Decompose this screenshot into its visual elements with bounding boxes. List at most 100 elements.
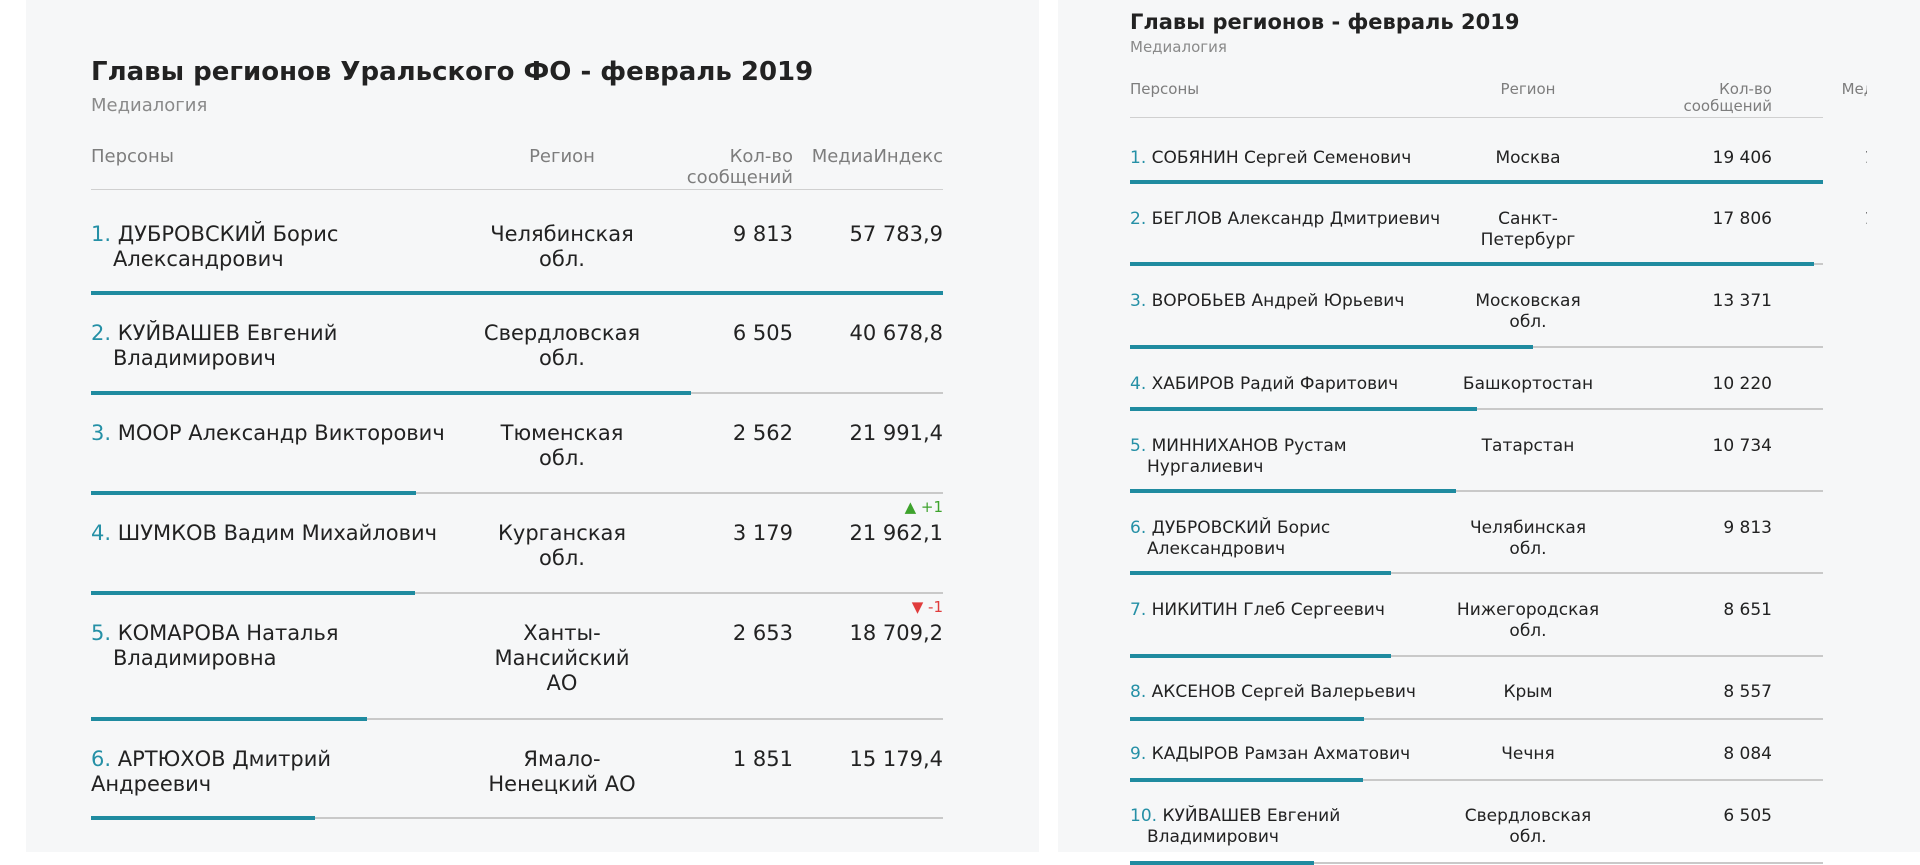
table-panel-urals: Главы регионов Уральского ФО - февраль 2… (26, 0, 1039, 852)
region-name-line2: обл. (1509, 312, 1547, 332)
table-panel-russia: Главы регионов - февраль 2019 Медиалогия… (1058, 0, 1920, 865)
region-name-line2: обл. (1509, 827, 1547, 847)
person-name: 5. КОМАРОВА Наталья Владимировна (91, 621, 451, 671)
person-name: 4. ХАБИРОВ Радий Фаритович (1130, 374, 1470, 395)
message-count: 19 406 (1712, 148, 1772, 168)
rank-number: 1. (1130, 148, 1147, 168)
person-name: 1. СОБЯНИН Сергей Семенович (1130, 148, 1470, 169)
region-name: Москва (1438, 148, 1618, 169)
person-name-line1: ДУБРОВСКИЙ Борис (1151, 518, 1331, 538)
region-name-line1: Москва (1495, 148, 1561, 168)
panel-title: Главы регионов Уральского ФО - февраль 2… (91, 57, 814, 87)
message-count: 10 220 (1712, 374, 1772, 394)
region-name: Ханты- Мансийский АО (462, 621, 662, 696)
header-count-line2: сообщений (686, 167, 793, 188)
person-name: 7. НИКИТИН Глеб Сергеевич (1130, 600, 1470, 621)
person-name: 2. КУЙВАШЕВ Евгений Владимирович (91, 321, 451, 371)
row-divider (91, 817, 943, 819)
media-index-bar (91, 717, 367, 721)
person-name: 8. АКСЕНОВ Сергей Валерьевич (1130, 682, 1470, 703)
media-index-bar (1130, 654, 1391, 658)
region-name-line2: обл. (539, 346, 585, 370)
header-count-line2: сообщений (1683, 97, 1772, 115)
rank-change-badge: ▲ +1 (904, 498, 943, 516)
media-index-bar (91, 491, 416, 495)
person-name-line1: НИКИТИН Глеб Сергеевич (1151, 600, 1385, 620)
person-name-line1: ШУМКОВ Вадим Михайлович (117, 521, 437, 545)
region-name: Башкортостан (1438, 374, 1618, 395)
message-count: 8 557 (1723, 682, 1772, 702)
person-name-line1: ХАБИРОВ Радий Фаритович (1151, 374, 1399, 394)
region-name: Челябинская обл. (462, 222, 662, 272)
person-name-line1: КАДЫРОВ Рамзан Ахматович (1151, 744, 1411, 764)
region-name: Курганская обл. (462, 521, 662, 571)
header-region: Регион (1500, 80, 1556, 98)
rank-number: 2. (91, 321, 112, 345)
region-name-line3: АО (546, 671, 578, 695)
person-name-line1: ВОРОБЬЕВ Андрей Юрьевич (1151, 291, 1405, 311)
media-index-bar (1130, 571, 1391, 575)
region-name-line1: Ямало- (523, 747, 601, 771)
media-index-bar (1130, 489, 1456, 493)
rank-number: 4. (1130, 374, 1147, 394)
media-index-bar (1130, 407, 1477, 411)
media-index-number: 18 709,2 (849, 621, 943, 645)
media-index-bar (91, 291, 943, 295)
message-count: 17 806 (1712, 209, 1772, 229)
rank-change-badge: ▼ -1 (911, 598, 943, 616)
media-index-value: 21 962,1 ▲ +1 (796, 500, 943, 546)
header-divider (91, 189, 943, 190)
person-name: 3. МООР Александр Викторович (91, 421, 451, 446)
region-name-line1: Чечня (1501, 744, 1555, 764)
region-name: Свердловская обл. (462, 321, 662, 371)
row-divider (91, 492, 943, 494)
header-region: Регион (529, 146, 595, 167)
media-index-number: 57 783,9 (849, 222, 943, 246)
person-name-line1: КОМАРОВА Наталья (117, 621, 339, 645)
media-index-bar (1130, 778, 1363, 782)
message-count: 9 813 (732, 222, 793, 246)
person-name: 9. КАДЫРОВ Рамзан Ахматович (1130, 744, 1470, 765)
media-index-number: 15 179,4 (849, 747, 943, 771)
region-name-line1: Нижегородская (1456, 600, 1600, 620)
person-name: 5. МИННИХАНОВ Рустам Нургалиевич (1130, 436, 1470, 478)
person-name: 4. ШУМКОВ Вадим Михайлович (91, 521, 451, 546)
media-index-number: 21 962,1 (849, 521, 943, 545)
header-mediaindex: МедиаИндекс (811, 146, 943, 167)
rank-number: 1. (91, 222, 112, 246)
rank-number: 7. (1130, 600, 1147, 620)
header-persons: Персоны (91, 146, 174, 167)
panel-title: Главы регионов - февраль 2019 (1130, 10, 1520, 34)
person-name-line1: СОБЯНИН Сергей Семенович (1151, 148, 1412, 168)
message-count: 13 371 (1712, 291, 1772, 311)
message-count: 8 084 (1723, 744, 1772, 764)
message-count: 9 813 (1723, 518, 1772, 538)
media-index-number: 40 678,8 (849, 321, 943, 345)
region-name-line2: обл. (1509, 539, 1547, 559)
person-name: 10. КУЙВАШЕВ Евгений Владимирович (1130, 806, 1470, 848)
rank-number: 2. (1130, 209, 1147, 229)
region-name-line1: Свердловская (1464, 806, 1592, 826)
message-count: 6 505 (732, 321, 793, 345)
message-count: 6 505 (1723, 806, 1772, 826)
person-name: 2. БЕГЛОВ Александр Дмитриевич (1130, 209, 1470, 230)
person-name-line1: АКСЕНОВ Сергей Валерьевич (1151, 682, 1416, 702)
rank-number: 4. (91, 521, 112, 545)
region-name-line1: Курганская (497, 521, 627, 545)
person-name: 6. ДУБРОВСКИЙ Борис Александрович (1130, 518, 1470, 560)
person-name-line1: МИННИХАНОВ Рустам (1151, 436, 1347, 456)
person-name: 3. ВОРОБЬЕВ Андрей Юрьевич (1130, 291, 1470, 312)
panel-source: Медиалогия (1130, 38, 1227, 56)
region-name: Ямало- Ненецкий АО (462, 747, 662, 797)
header-count-line1: Кол-во (1719, 80, 1772, 98)
media-index-bar (91, 391, 691, 395)
region-name: Московская обл. (1438, 291, 1618, 333)
rank-number: 5. (1130, 436, 1147, 456)
region-name: Свердловская обл. (1438, 806, 1618, 848)
region-name-line1: Тюменская (500, 421, 624, 445)
person-name-line2: Владимирович (1147, 827, 1279, 847)
region-name-line2: обл. (1509, 621, 1547, 641)
media-index-bar (1130, 345, 1533, 349)
message-count: 2 562 (732, 421, 793, 445)
page-background-strip (1867, 0, 1920, 852)
